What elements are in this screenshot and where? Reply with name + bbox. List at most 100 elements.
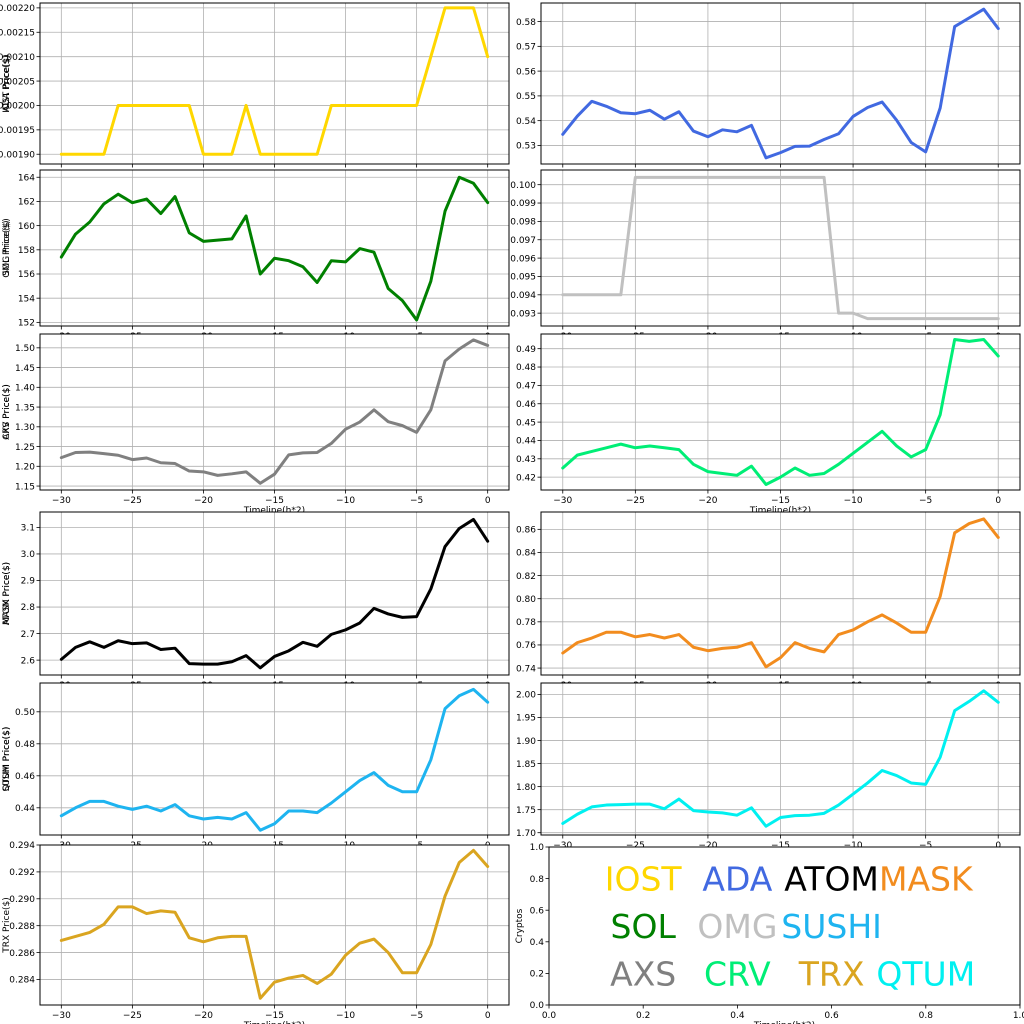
axs-data-point xyxy=(373,409,375,411)
omg-data-point xyxy=(823,176,825,178)
qtum-data-point xyxy=(997,701,999,703)
y-tick-label: 2.9 xyxy=(21,577,36,587)
mask-data-point xyxy=(925,631,927,633)
iost-data-point xyxy=(273,153,276,155)
x-tick-label: 0.8 xyxy=(919,1011,934,1021)
atom-data-point xyxy=(487,540,489,542)
y-tick-label: 0.54 xyxy=(516,117,536,127)
sol-data-point xyxy=(444,210,446,212)
qtum-data-point xyxy=(576,813,578,815)
trx-data-point xyxy=(131,906,133,908)
trx-data-point xyxy=(202,941,205,943)
crv-data-point xyxy=(881,430,883,432)
x-tick-label: −30 xyxy=(52,1011,71,1021)
sushi-data-point xyxy=(444,708,446,710)
y-tick-label: 0.84 xyxy=(516,549,536,559)
legend-label-sushi: SUSHI xyxy=(781,907,882,946)
sol-data-point xyxy=(373,251,375,253)
axs-data-point xyxy=(416,431,418,433)
crv-data-point xyxy=(866,441,869,443)
legend-label-iost: IOST xyxy=(605,860,683,899)
sol-subplot: −30−25−20−15−10−50152154156158160162164S… xyxy=(2,169,510,342)
atom-data-point xyxy=(430,588,432,590)
qtum-data-point xyxy=(562,822,564,825)
mask-data-point xyxy=(779,657,782,659)
iost-data-point xyxy=(103,153,105,155)
y-tick-label: 0.46 xyxy=(15,772,35,782)
crv-data-point xyxy=(649,445,651,447)
omg-data-point xyxy=(707,176,709,178)
atom-data-point xyxy=(174,647,176,649)
axs-data-point xyxy=(316,451,318,454)
atom-data-point xyxy=(145,642,148,644)
ada-data-point xyxy=(678,111,680,113)
sol-data-point xyxy=(174,196,176,198)
legend-label-qtum: QTUM xyxy=(876,954,975,993)
y-tick-label: 0.48 xyxy=(516,363,536,373)
iost-data-point xyxy=(316,153,318,155)
mask-data-point xyxy=(910,631,912,633)
atom-data-point xyxy=(359,622,361,624)
ada-axes-frame xyxy=(540,2,1021,165)
y-tick-label: 0.290 xyxy=(9,895,35,905)
axs-data-point xyxy=(131,458,133,461)
iost-data-point xyxy=(202,153,205,155)
ada-data-point xyxy=(765,157,767,159)
ada-data-point xyxy=(866,106,869,109)
y-tick-label: 1.80 xyxy=(516,783,536,793)
y-axis-label: ADA Price($) xyxy=(2,55,12,112)
x-tick-label: −10 xyxy=(336,496,355,506)
ada-data-point xyxy=(576,115,578,117)
sushi-data-point xyxy=(430,759,432,761)
mask-data-point xyxy=(562,652,564,654)
atom-data-point xyxy=(344,629,347,631)
x-tick-label: 0.4 xyxy=(730,1011,745,1021)
mask-data-point xyxy=(939,595,941,597)
y-tick-label: 0.00220 xyxy=(0,4,35,14)
omg-data-point xyxy=(939,318,941,320)
y-tick-label: 0.82 xyxy=(516,572,536,582)
y-tick-label: 152 xyxy=(18,319,35,329)
y-axis-label: IOST Price($) xyxy=(2,54,12,113)
crv-data-point xyxy=(997,355,999,357)
x-tick-label: −30 xyxy=(553,841,572,851)
x-axis-label: Timeline(h*2) xyxy=(749,506,811,516)
ada-data-point xyxy=(605,105,607,107)
trx-data-point xyxy=(160,910,162,912)
ada-data-point xyxy=(925,151,927,153)
y-tick-label: 0.00205 xyxy=(0,77,35,87)
omg-data-point xyxy=(866,318,869,320)
iost-data-point xyxy=(302,153,304,155)
iost-data-point xyxy=(188,104,190,107)
atom-data-point xyxy=(316,645,318,647)
y-tick-label: 0.284 xyxy=(9,976,35,986)
x-tick-label: 0 xyxy=(995,841,1001,851)
qtum-data-point xyxy=(721,812,724,814)
qtum-data-point xyxy=(896,774,898,777)
trx-data-point xyxy=(458,861,460,864)
sushi-data-point xyxy=(89,800,91,803)
iost-data-point xyxy=(458,7,460,9)
sushi-data-point xyxy=(401,791,404,793)
sushi-data-point xyxy=(145,805,148,807)
y-tick-label: 3.1 xyxy=(21,524,35,534)
crv-data-point xyxy=(562,467,564,469)
y-tick-label: 1.75 xyxy=(516,806,536,816)
crv-subplot: −30 −25 −20 −15 −10 −5 0 0.42 0.43 0.44 0.45 0.46 0.… xyxy=(2,333,1021,516)
trx-data-point xyxy=(103,923,105,925)
sol-data-point xyxy=(217,239,219,241)
y-tick-label: 0.099 xyxy=(510,199,536,209)
omg-data-point xyxy=(562,294,564,296)
atom-data-point xyxy=(217,663,219,665)
iost-data-point xyxy=(487,56,489,58)
x-tick-label: −30 xyxy=(553,496,572,506)
iost-data-point xyxy=(373,104,375,107)
trx-data-point xyxy=(487,865,489,868)
axs-data-point xyxy=(330,442,332,444)
x-tick-label: −20 xyxy=(698,496,717,506)
x-tick-label: −25 xyxy=(626,496,645,506)
sushi-data-point xyxy=(188,815,190,817)
axs-data-point xyxy=(273,473,276,475)
sol-data-point xyxy=(416,319,418,321)
